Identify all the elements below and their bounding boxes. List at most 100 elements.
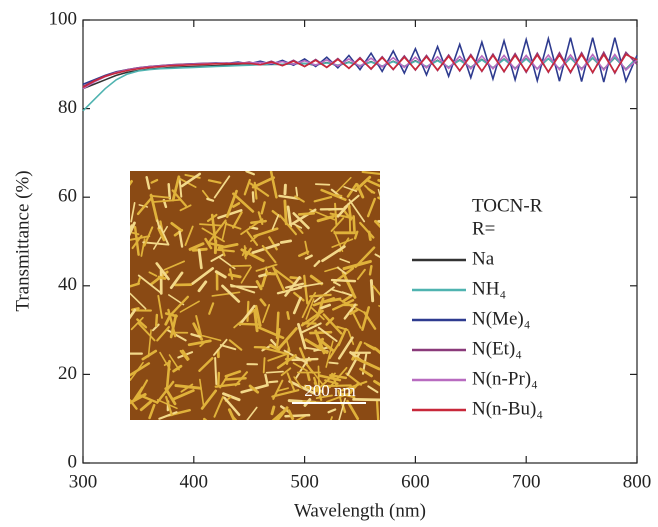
afm-fiber bbox=[214, 356, 218, 386]
afm-fiber bbox=[328, 340, 342, 360]
afm-fiber bbox=[232, 202, 241, 208]
afm-fiber bbox=[378, 305, 380, 308]
afm-fiber bbox=[293, 291, 305, 302]
afm-fiber bbox=[147, 329, 152, 358]
afm-fiber bbox=[316, 337, 335, 352]
afm-fiber bbox=[169, 295, 190, 317]
afm-fiber bbox=[272, 266, 286, 292]
afm-fiber bbox=[374, 219, 380, 229]
afm-fiber bbox=[330, 278, 357, 283]
afm-fiber bbox=[201, 335, 222, 342]
plot-frame bbox=[82, 19, 638, 464]
afm-fiber bbox=[130, 362, 151, 377]
afm-texture bbox=[130, 171, 380, 420]
afm-fiber bbox=[331, 238, 354, 248]
afm-fiber bbox=[143, 226, 154, 247]
afm-fiber bbox=[336, 266, 347, 275]
afm-fiber bbox=[356, 268, 366, 280]
legend-label: N(Me)₄ bbox=[472, 308, 530, 329]
afm-fiber bbox=[292, 296, 302, 315]
afm-fiber bbox=[313, 195, 333, 203]
afm-fiber bbox=[198, 357, 214, 372]
afm-fiber bbox=[217, 371, 221, 387]
afm-fiber bbox=[352, 215, 356, 234]
x-tick-label: 300 bbox=[69, 471, 98, 492]
afm-fiber bbox=[292, 212, 310, 230]
afm-fiber bbox=[130, 202, 136, 223]
afm-fiber bbox=[324, 266, 340, 273]
afm-fiber bbox=[223, 396, 241, 417]
afm-fiber bbox=[155, 313, 159, 327]
x-axis-label: Wavelength (nm) bbox=[294, 500, 426, 521]
afm-fiber bbox=[156, 325, 171, 342]
x-tick-label: 600 bbox=[401, 471, 430, 492]
afm-fiber bbox=[131, 234, 143, 250]
afm-fiber bbox=[343, 303, 357, 320]
afm-fiber bbox=[216, 248, 235, 253]
afm-fiber bbox=[213, 395, 225, 418]
afm-fiber bbox=[130, 282, 141, 288]
afm-fiber bbox=[251, 176, 276, 189]
afm-fiber bbox=[332, 299, 355, 311]
afm-fiber bbox=[322, 313, 343, 335]
afm-fiber bbox=[268, 236, 278, 251]
afm-fiber bbox=[240, 248, 265, 263]
afm-fiber bbox=[349, 308, 359, 315]
afm-fiber bbox=[206, 197, 215, 202]
afm-fiber bbox=[309, 330, 333, 335]
afm-fiber bbox=[243, 178, 251, 196]
afm-fiber bbox=[130, 179, 133, 187]
afm-fiber bbox=[366, 197, 376, 218]
afm-fiber bbox=[255, 280, 263, 291]
afm-fiber bbox=[152, 198, 182, 203]
afm-fiber bbox=[284, 413, 311, 418]
afm-fiber bbox=[163, 360, 171, 367]
afm-fiber bbox=[137, 322, 156, 342]
afm-fiber bbox=[321, 245, 346, 263]
afm-fiber bbox=[165, 359, 171, 389]
afm-fiber bbox=[287, 409, 295, 420]
afm-fiber bbox=[295, 186, 299, 197]
afm-fiber bbox=[337, 336, 354, 360]
afm-fiber bbox=[217, 209, 243, 220]
legend-title: R= bbox=[472, 218, 495, 239]
afm-fiber bbox=[221, 284, 241, 303]
series-line bbox=[82, 53, 638, 89]
afm-fiber bbox=[285, 338, 291, 352]
afm-fiber bbox=[191, 267, 215, 286]
afm-fiber bbox=[164, 314, 172, 326]
afm-fiber bbox=[158, 225, 170, 246]
afm-fiber bbox=[157, 275, 167, 280]
afm-fiber bbox=[275, 328, 281, 348]
afm-fiber bbox=[308, 293, 332, 298]
afm-fiber bbox=[346, 280, 354, 292]
afm-fiber bbox=[227, 408, 236, 420]
afm-fiber bbox=[363, 311, 377, 330]
afm-fiber bbox=[202, 417, 208, 420]
afm-fiber bbox=[292, 362, 308, 372]
x-tick-label: 700 bbox=[512, 471, 541, 492]
afm-fiber bbox=[167, 308, 177, 338]
afm-fiber bbox=[328, 361, 339, 365]
afm-fiber bbox=[248, 384, 260, 394]
afm-fiber bbox=[178, 177, 183, 198]
afm-fiber bbox=[284, 276, 301, 297]
afm-fiber bbox=[136, 196, 153, 216]
afm-fiber bbox=[155, 380, 175, 404]
afm-fiber bbox=[297, 322, 307, 350]
afm-fiber bbox=[244, 247, 252, 258]
afm-fiber bbox=[331, 372, 338, 388]
afm-fiber bbox=[195, 315, 203, 338]
afm-fiber bbox=[334, 202, 338, 226]
afm-fiber bbox=[276, 354, 297, 370]
afm-fiber bbox=[149, 193, 159, 223]
afm-fiber bbox=[286, 311, 290, 320]
afm-fiber bbox=[232, 192, 255, 213]
legend-label: N(n-Bu)₄ bbox=[472, 398, 543, 419]
afm-fiber bbox=[199, 378, 205, 408]
afm-fiber bbox=[317, 326, 338, 343]
afm-fiber bbox=[179, 300, 200, 313]
afm-fiber bbox=[151, 323, 160, 332]
afm-fiber bbox=[179, 204, 192, 212]
afm-fiber bbox=[375, 399, 380, 420]
